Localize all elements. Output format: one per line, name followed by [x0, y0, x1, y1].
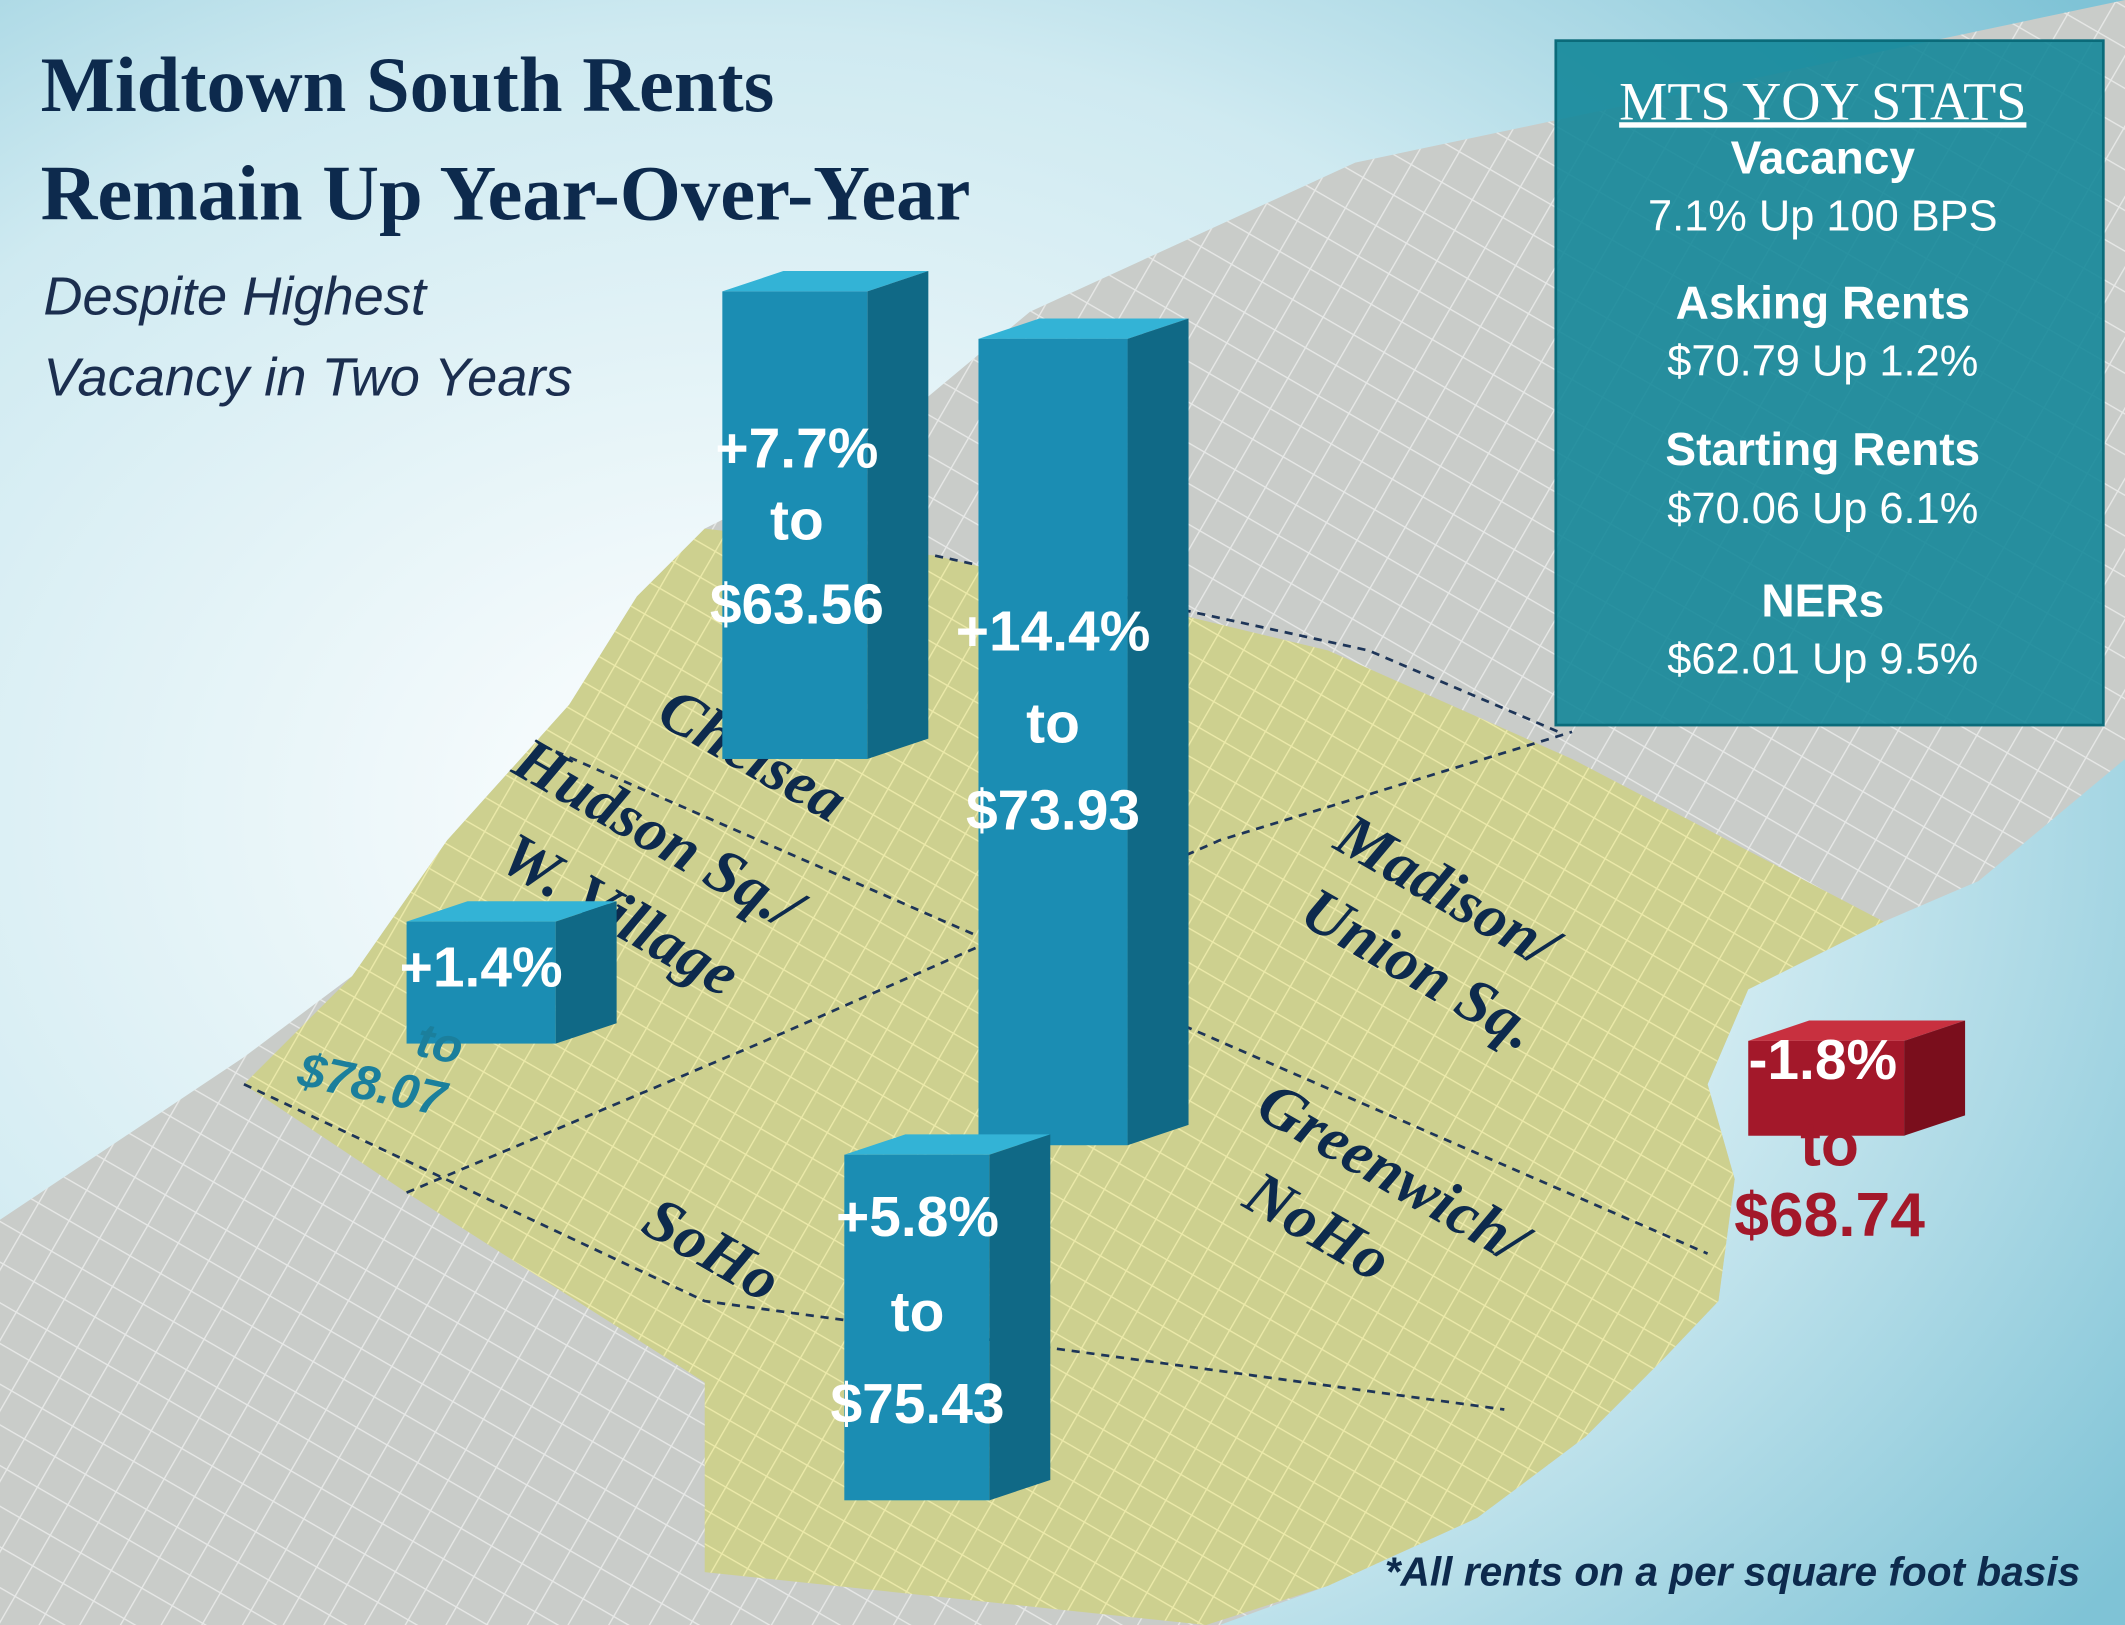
bar-top — [978, 318, 1189, 339]
border — [934, 554, 1560, 734]
bar-front — [722, 291, 868, 759]
bar-top — [1748, 1020, 1966, 1041]
bar-front — [844, 1154, 990, 1501]
subtitle: Despite Highest Vacancy in Two Years — [43, 266, 572, 407]
subtitle-line: Vacancy in Two Years — [43, 348, 572, 408]
bar-front — [978, 338, 1128, 1146]
title-line: Remain Up Year-Over-Year — [41, 151, 971, 238]
bar-top — [406, 901, 617, 922]
bar-side — [989, 1134, 1051, 1501]
bar-side — [1127, 318, 1189, 1146]
bar-side — [867, 271, 929, 759]
bar-side — [1904, 1020, 1966, 1136]
stat-label: Vacancy — [1731, 131, 1916, 183]
to-label: to — [891, 1280, 945, 1344]
bar-side — [555, 901, 617, 1044]
stat-value: $70.79 Up 1.2% — [1667, 337, 1978, 385]
rent-label: $75.43 — [830, 1372, 1004, 1436]
change-label: -1.8% — [1748, 1028, 1897, 1092]
title-line: Midtown South Rents — [41, 42, 775, 129]
bar-front — [1748, 1040, 1905, 1136]
footnote: *All rents on a per square foot basis — [1385, 1549, 2081, 1595]
bar-top — [722, 271, 929, 292]
stat-label: Asking Rents — [1676, 276, 1970, 328]
stat-label: NERs — [1761, 575, 1884, 627]
to-label: to — [1800, 1111, 1859, 1180]
to-label: to — [412, 1013, 468, 1075]
stat-value: 7.1% Up 100 BPS — [1648, 192, 1998, 240]
border — [243, 1083, 1505, 1411]
rent-label: $68.74 — [1734, 1181, 1925, 1250]
stats-heading: MTS YOY STATS — [1619, 71, 2026, 131]
bar-top — [844, 1134, 1051, 1155]
rent-label: $73.93 — [966, 778, 1140, 842]
rent-label: $63.56 — [710, 572, 884, 636]
subtitle-line: Despite Highest — [43, 266, 428, 326]
change-label: +1.4% — [400, 936, 563, 1000]
stats-box: MTS YOY STATS — [1554, 39, 2105, 727]
submarket: SoHo +5.8%to$75.43 — [632, 1134, 1051, 1501]
title: Midtown South Rents Remain Up Year-Over-… — [41, 42, 971, 237]
change-label: +5.8% — [836, 1185, 999, 1249]
change-label: +14.4% — [956, 600, 1151, 664]
to-label: to — [770, 488, 824, 552]
bar-front — [406, 921, 556, 1044]
stat-value: $62.01 Up 9.5% — [1667, 636, 1978, 684]
border — [541, 744, 1709, 1255]
to-label: to — [1026, 692, 1080, 756]
change-label: +7.7% — [715, 417, 878, 481]
district-borders — [243, 554, 1709, 1411]
stat-value: $70.06 Up 6.1% — [1667, 485, 1978, 533]
stats-panel — [1554, 39, 2105, 727]
submarket: Madison/Union Sq.+14.4%to$73.93 — [956, 318, 1574, 1146]
stat-label: Starting Rents — [1665, 423, 1980, 475]
